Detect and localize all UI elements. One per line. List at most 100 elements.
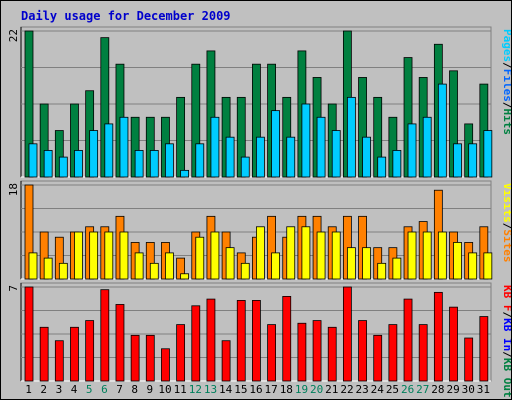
bar-kb-f-25	[388, 324, 398, 382]
x-tick-label-23: 23	[356, 383, 369, 396]
bar-pages-12	[195, 143, 205, 178]
y-max-label: 7	[7, 285, 20, 292]
legend-entry: /	[501, 62, 511, 69]
x-tick-label-25: 25	[386, 383, 399, 396]
bar-visits-20	[316, 231, 326, 280]
bar-kb-f-13	[206, 298, 216, 382]
bar-pages-16	[256, 136, 265, 178]
bar-pages-19	[301, 103, 311, 178]
bar-pages-28	[437, 83, 447, 178]
legend-entry: /	[501, 312, 511, 319]
legend: Pages/Files/Hits	[501, 29, 511, 135]
bar-visits-2	[43, 257, 53, 280]
bar-pages-21	[331, 130, 341, 178]
x-tick-label-11: 11	[174, 383, 187, 396]
bar-kb-f-9	[145, 334, 155, 382]
bar-kb-f-31	[479, 316, 489, 382]
legend: Visits/Sites	[501, 183, 511, 263]
bar-visits-6	[104, 231, 114, 280]
bar-visits-13	[210, 231, 220, 280]
bar-visits-10	[165, 252, 174, 280]
bar-kb-f-28	[433, 291, 443, 382]
legend: KB F/KB In/KB Out	[501, 285, 511, 398]
bar-visits-12	[195, 236, 205, 280]
legend-entry: Files	[501, 69, 511, 102]
bar-visits-9	[149, 262, 159, 280]
bar-kb-f-19	[297, 322, 307, 382]
bar-kb-f-23	[358, 320, 367, 382]
bar-pages-8	[134, 150, 144, 178]
bar-kb-f-6	[100, 289, 110, 382]
bar-visits-8	[134, 252, 144, 280]
bar-pages-1	[28, 143, 38, 178]
bar-pages-29	[453, 143, 462, 178]
bar-pages-30	[468, 143, 478, 178]
x-tick-label-19: 19	[295, 383, 308, 396]
bar-pages-6	[104, 123, 114, 178]
x-tick-label-5: 5	[86, 383, 93, 396]
bar-pages-7	[119, 116, 129, 178]
y-max-label: 18	[7, 183, 20, 196]
chart-panel-3: 7 KB F/KB In/KB Out	[7, 282, 511, 398]
bar-kb-f-20	[312, 320, 322, 382]
bar-visits-1	[28, 252, 38, 280]
bar-pages-25	[392, 150, 402, 178]
bar-visits-16	[256, 226, 265, 280]
x-tick-label-20: 20	[310, 383, 323, 396]
bar-kb-f-15	[236, 300, 246, 382]
bar-visits-19	[301, 226, 311, 280]
bar-pages-14	[225, 136, 235, 178]
bar-kb-f-5	[85, 320, 95, 382]
x-tick-label-28: 28	[431, 383, 444, 396]
bar-visits-28	[437, 231, 447, 280]
bar-visits-22	[346, 247, 356, 280]
bar-kb-f-2	[39, 326, 49, 382]
bar-kb-f-12	[191, 305, 201, 382]
bar-visits-23	[362, 247, 371, 280]
bar-pages-2	[43, 150, 53, 178]
bar-visits-26	[407, 231, 417, 280]
x-tick-label-26: 26	[401, 383, 414, 396]
x-tick-label-24: 24	[371, 383, 385, 396]
bar-visits-18	[286, 226, 296, 280]
x-tick-label-31: 31	[477, 383, 490, 396]
legend-entry: Hits	[501, 109, 511, 136]
legend-entry: Sites	[501, 229, 511, 262]
bar-pages-26	[407, 123, 417, 178]
bar-pages-15	[240, 156, 250, 178]
x-tick-label-27: 27	[416, 383, 429, 396]
bar-kb-f-16	[252, 300, 261, 382]
chart-panel-2: 18 Visits/Sites	[7, 180, 511, 280]
bar-visits-14	[225, 247, 235, 280]
x-tick-label-3: 3	[56, 383, 63, 396]
bar-pages-24	[377, 156, 387, 178]
x-tick-label-15: 15	[234, 383, 247, 396]
bar-kb-f-1	[24, 286, 34, 382]
legend-entry: /	[501, 223, 511, 230]
bar-visits-15	[240, 262, 250, 280]
bar-pages-11	[180, 169, 190, 178]
y-max-label: 22	[7, 29, 20, 42]
bar-pages-5	[89, 130, 99, 178]
bar-pages-18	[286, 136, 296, 178]
bar-visits-21	[331, 231, 341, 280]
bar-kb-f-21	[327, 326, 337, 382]
bar-visits-31	[483, 252, 493, 280]
bar-pages-31	[483, 130, 493, 178]
x-tick-label-21: 21	[325, 383, 338, 396]
bar-visits-29	[453, 242, 462, 280]
chart-title: Daily usage for December 2009	[21, 9, 231, 23]
bar-pages-20	[316, 116, 326, 178]
x-tick-label-9: 9	[147, 383, 154, 396]
bar-visits-17	[271, 252, 280, 280]
x-tick-label-8: 8	[131, 383, 138, 396]
bar-pages-13	[210, 116, 220, 178]
bar-kb-f-29	[449, 306, 458, 382]
bar-kb-f-24	[373, 334, 383, 382]
x-tick-label-6: 6	[101, 383, 108, 396]
legend-entry: Pages	[501, 29, 511, 62]
bar-kb-f-8	[130, 334, 140, 382]
bar-visits-11	[180, 273, 190, 280]
